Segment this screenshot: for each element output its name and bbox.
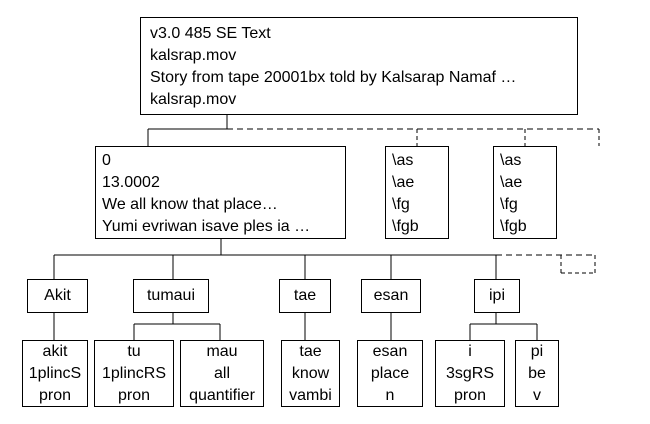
tier-marker: \fgb xyxy=(392,218,419,235)
tier-marker: \ae xyxy=(392,174,415,191)
tier-marker-box: \as \ae \fg \fgb xyxy=(385,146,449,239)
morpheme-form: akit xyxy=(42,342,68,360)
tier-marker: \fgb xyxy=(500,218,527,235)
word-text: esan xyxy=(373,287,409,304)
morpheme-gloss: 1plincS xyxy=(28,364,82,382)
morpheme-gloss: 3sgRS xyxy=(445,364,495,382)
morpheme-gloss: place xyxy=(370,364,410,382)
word-box-esan: esan xyxy=(361,279,421,313)
sentence-start-time: 0 xyxy=(102,152,111,169)
morpheme-box-esan: esan place n xyxy=(357,340,423,407)
morpheme-form: mau xyxy=(206,342,238,360)
morpheme-category: pron xyxy=(117,386,151,404)
word-text: ipi xyxy=(488,287,505,304)
sentence-box: 0 13.0002 We all know that place… Yumi e… xyxy=(95,146,346,239)
sentence-bislama-gloss: Yumi evriwan isave ples ia … xyxy=(102,218,311,235)
morpheme-category: v xyxy=(533,386,541,404)
morpheme-gloss: 1plincRS xyxy=(101,364,167,382)
morpheme-box-tu: tu 1plincRS pron xyxy=(94,340,174,407)
morpheme-form: tu xyxy=(127,342,141,360)
tier-marker: \ae xyxy=(500,174,523,191)
morpheme-box-i: i 3sgRS pron xyxy=(435,340,505,407)
word-box-akit: Akit xyxy=(27,279,88,313)
morpheme-gloss: be xyxy=(528,364,546,382)
word-text: Akit xyxy=(44,287,71,304)
word-box-tumaui: tumaui xyxy=(133,279,209,313)
morpheme-box-mau: mau all quantifier xyxy=(180,340,264,407)
morpheme-category: n xyxy=(385,386,395,404)
morpheme-form: esan xyxy=(372,342,408,360)
word-box-tae: tae xyxy=(279,279,331,313)
tier-marker: \fg xyxy=(500,196,518,213)
word-box-ipi: ipi xyxy=(474,279,520,313)
morpheme-box-tae: tae know vambi xyxy=(281,340,340,407)
header-filename-line: kalsrap.mov xyxy=(150,47,237,64)
header-version-line: v3.0 485 SE Text xyxy=(150,25,271,42)
tier-marker: \as xyxy=(392,152,414,169)
morpheme-category: vambi xyxy=(289,386,332,404)
tier-marker: \as xyxy=(500,152,522,169)
header-box: v3.0 485 SE Text kalsrap.mov Story from … xyxy=(140,17,578,115)
morpheme-category: quantifier xyxy=(189,386,255,404)
header-description-line: Story from tape 20001bx told by Kalsarap… xyxy=(150,69,517,86)
tier-marker-box: \as \ae \fg \fgb xyxy=(493,146,557,239)
morpheme-gloss: know xyxy=(291,364,330,382)
morpheme-form: tae xyxy=(299,342,322,360)
morpheme-form: i xyxy=(468,342,472,360)
sentence-free-translation: We all know that place… xyxy=(102,196,278,213)
morpheme-gloss: all xyxy=(213,364,230,382)
word-text: tae xyxy=(293,287,317,304)
tier-marker: \fg xyxy=(392,196,410,213)
morpheme-category: pron xyxy=(38,386,72,404)
morpheme-form: pi xyxy=(530,342,544,360)
sentence-end-time: 13.0002 xyxy=(102,174,160,191)
header-filename-line-2: kalsrap.mov xyxy=(150,91,237,108)
morpheme-box-pi: pi be v xyxy=(515,340,559,407)
morpheme-box-akit: akit 1plincS pron xyxy=(22,340,88,407)
morpheme-category: pron xyxy=(453,386,487,404)
word-text: tumaui xyxy=(146,287,196,304)
